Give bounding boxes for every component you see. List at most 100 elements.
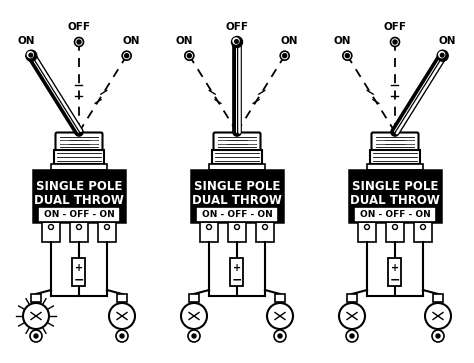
Bar bbox=[38, 207, 120, 222]
Text: SINGLE POLE: SINGLE POLE bbox=[194, 179, 280, 192]
Text: +: + bbox=[391, 263, 399, 273]
Bar bbox=[358, 222, 376, 242]
Circle shape bbox=[235, 224, 239, 229]
Text: ON: ON bbox=[281, 36, 299, 46]
Bar bbox=[349, 170, 441, 222]
Circle shape bbox=[437, 50, 448, 61]
Text: ON - OFF - ON: ON - OFF - ON bbox=[44, 210, 114, 219]
FancyBboxPatch shape bbox=[213, 132, 261, 151]
Bar bbox=[73, 258, 85, 286]
Circle shape bbox=[74, 37, 83, 46]
Circle shape bbox=[278, 334, 282, 338]
Bar bbox=[386, 222, 404, 242]
Text: ON: ON bbox=[334, 36, 351, 46]
Bar bbox=[275, 294, 285, 302]
Circle shape bbox=[76, 224, 82, 229]
Text: DUAL THROW: DUAL THROW bbox=[350, 193, 440, 207]
Bar bbox=[191, 170, 283, 222]
Text: OFF: OFF bbox=[226, 22, 248, 32]
Circle shape bbox=[26, 50, 37, 61]
Text: ON: ON bbox=[439, 36, 456, 46]
Circle shape bbox=[29, 53, 33, 57]
Circle shape bbox=[267, 303, 293, 329]
Circle shape bbox=[350, 334, 354, 338]
Circle shape bbox=[192, 334, 196, 338]
Circle shape bbox=[185, 51, 194, 60]
Circle shape bbox=[116, 330, 128, 342]
Circle shape bbox=[188, 330, 200, 342]
Circle shape bbox=[231, 37, 243, 48]
Circle shape bbox=[120, 334, 124, 338]
Bar bbox=[42, 222, 60, 242]
Text: ON - OFF - ON: ON - OFF - ON bbox=[360, 210, 430, 219]
FancyBboxPatch shape bbox=[55, 132, 102, 151]
Text: DUAL THROW: DUAL THROW bbox=[34, 193, 124, 207]
Bar bbox=[196, 207, 278, 222]
Circle shape bbox=[432, 330, 444, 342]
Text: −: − bbox=[74, 273, 84, 286]
Text: −: − bbox=[232, 273, 242, 286]
Circle shape bbox=[27, 52, 33, 58]
Circle shape bbox=[339, 303, 365, 329]
Bar bbox=[370, 150, 420, 164]
Text: SINGLE POLE: SINGLE POLE bbox=[36, 179, 122, 192]
Bar bbox=[33, 170, 125, 222]
Circle shape bbox=[235, 40, 238, 43]
Bar bbox=[54, 150, 104, 164]
Text: −: − bbox=[390, 273, 400, 286]
Bar bbox=[433, 294, 443, 302]
Text: ON: ON bbox=[175, 36, 193, 46]
Circle shape bbox=[104, 224, 109, 229]
Circle shape bbox=[109, 303, 135, 329]
Text: +: + bbox=[233, 263, 241, 273]
Circle shape bbox=[181, 303, 207, 329]
Circle shape bbox=[392, 224, 398, 229]
Circle shape bbox=[274, 330, 286, 342]
Bar bbox=[212, 150, 262, 164]
Circle shape bbox=[439, 52, 445, 58]
Text: OFF: OFF bbox=[67, 22, 91, 32]
Circle shape bbox=[48, 224, 54, 229]
Circle shape bbox=[187, 54, 191, 58]
Text: SINGLE POLE: SINGLE POLE bbox=[352, 179, 438, 192]
Circle shape bbox=[233, 38, 239, 44]
Circle shape bbox=[30, 330, 42, 342]
Bar bbox=[31, 294, 41, 302]
Circle shape bbox=[263, 224, 267, 229]
Circle shape bbox=[280, 51, 289, 60]
FancyBboxPatch shape bbox=[372, 132, 419, 151]
Bar bbox=[256, 222, 274, 242]
Bar bbox=[209, 164, 265, 170]
Circle shape bbox=[283, 54, 287, 58]
Bar bbox=[228, 222, 246, 242]
Bar bbox=[347, 294, 357, 302]
Bar bbox=[70, 222, 88, 242]
Circle shape bbox=[343, 51, 352, 60]
Circle shape bbox=[425, 303, 451, 329]
Circle shape bbox=[365, 224, 370, 229]
Text: +: + bbox=[75, 263, 83, 273]
Circle shape bbox=[23, 303, 49, 329]
Circle shape bbox=[77, 40, 81, 44]
Circle shape bbox=[440, 53, 444, 57]
Text: ON - OFF - ON: ON - OFF - ON bbox=[201, 210, 273, 219]
Text: OFF: OFF bbox=[383, 22, 407, 32]
Circle shape bbox=[345, 54, 349, 58]
Bar bbox=[367, 164, 423, 170]
Bar bbox=[117, 294, 127, 302]
Circle shape bbox=[122, 51, 131, 60]
Bar bbox=[98, 222, 116, 242]
Circle shape bbox=[125, 54, 129, 58]
Circle shape bbox=[436, 334, 440, 338]
Circle shape bbox=[393, 40, 397, 44]
Circle shape bbox=[420, 224, 426, 229]
Bar bbox=[51, 164, 107, 170]
Circle shape bbox=[207, 224, 211, 229]
Text: DUAL THROW: DUAL THROW bbox=[192, 193, 282, 207]
Bar bbox=[414, 222, 432, 242]
Text: ON: ON bbox=[18, 36, 35, 46]
Bar bbox=[230, 258, 244, 286]
Circle shape bbox=[346, 330, 358, 342]
Text: ON: ON bbox=[123, 36, 140, 46]
Bar bbox=[354, 207, 436, 222]
